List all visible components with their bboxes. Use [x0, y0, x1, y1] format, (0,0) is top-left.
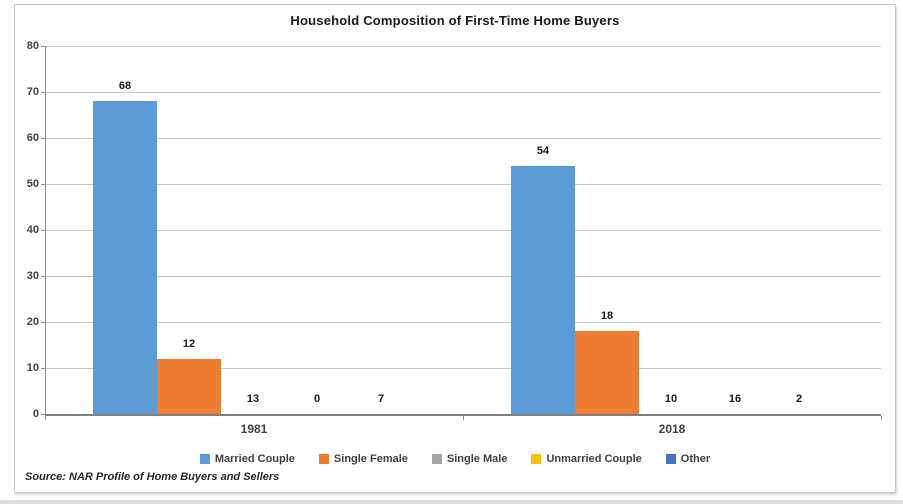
bar-value-2018-single-male: 10 [664, 393, 678, 405]
chart-title: Household Composition of First-Time Home… [290, 13, 620, 28]
legend-label: Single Male [446, 453, 508, 465]
gridline-30 [45, 276, 881, 277]
x-axis-tick-2 [881, 416, 882, 420]
legend-label: Unmarried Couple [546, 453, 642, 465]
source-note: Source: NAR Profile of Home Buyers and S… [25, 471, 280, 483]
y-axis-label-20: 20 [26, 316, 39, 328]
bar-value-2018-married-couple: 54 [536, 145, 550, 157]
gridline-50 [45, 184, 881, 185]
y-axis-tick-20 [41, 322, 45, 323]
gridline-80 [45, 46, 881, 47]
legend-swatch-icon [665, 454, 676, 464]
bar-1981-single-female [157, 359, 221, 414]
category-label-2018: 2018 [658, 422, 686, 436]
bar-value-2018-single-female: 18 [600, 310, 614, 322]
y-axis [45, 46, 46, 414]
x-axis [45, 414, 881, 416]
y-axis-label-60: 60 [26, 132, 39, 144]
bar-value-2018-unmarried-couple: 16 [728, 393, 742, 405]
y-axis-label-30: 30 [26, 270, 39, 282]
y-axis-tick-30 [41, 276, 45, 277]
legend-label: Single Female [333, 453, 408, 465]
legend-item-married-couple: Married Couple [199, 453, 295, 465]
y-axis-tick-50 [41, 184, 45, 185]
legend-swatch-icon [318, 454, 329, 464]
y-axis-label-80: 80 [26, 40, 39, 52]
x-axis-tick-1 [463, 416, 464, 420]
legend-swatch-icon [531, 454, 542, 464]
y-axis-label-10: 10 [26, 362, 39, 374]
gridline-60 [45, 138, 881, 139]
legend-label: Married Couple [214, 453, 295, 465]
bar-value-1981-single-female: 12 [182, 338, 196, 350]
legend-label: Other [680, 453, 711, 465]
legend-item-other: Other [665, 453, 711, 465]
y-axis-tick-0 [41, 414, 45, 415]
chart-frame: Household Composition of First-Time Home… [14, 4, 896, 493]
y-axis-tick-40 [41, 230, 45, 231]
gridline-10 [45, 368, 881, 369]
y-axis-label-40: 40 [26, 224, 39, 236]
legend-swatch-icon [199, 454, 210, 464]
x-axis-tick-0 [45, 416, 46, 420]
legend-item-single-female: Single Female [318, 453, 408, 465]
page-bottom-edge [0, 500, 903, 504]
bar-1981-married-couple [93, 101, 157, 414]
legend-item-unmarried-couple: Unmarried Couple [531, 453, 642, 465]
y-axis-tick-70 [41, 92, 45, 93]
legend: Married Couple Single Female Single Male Un… [15, 451, 895, 467]
y-axis-label-0: 0 [32, 408, 39, 420]
y-axis-tick-60 [41, 138, 45, 139]
bar-value-2018-other: 2 [795, 393, 803, 405]
bar-value-1981-single-male: 13 [246, 393, 260, 405]
bar-value-1981-married-couple: 68 [118, 80, 132, 92]
y-axis-label-70: 70 [26, 86, 39, 98]
y-axis-tick-80 [41, 46, 45, 47]
legend-swatch-icon [431, 454, 442, 464]
bar-2018-single-female [575, 331, 639, 414]
gridline-70 [45, 92, 881, 93]
gridline-20 [45, 322, 881, 323]
bar-2018-married-couple [511, 166, 575, 414]
bar-value-1981-unmarried-couple: 0 [313, 393, 321, 405]
bar-value-1981-other: 7 [377, 393, 385, 405]
gridline-40 [45, 230, 881, 231]
y-axis-tick-10 [41, 368, 45, 369]
category-label-1981: 1981 [240, 422, 268, 436]
y-axis-label-50: 50 [26, 178, 39, 190]
legend-item-single-male: Single Male [431, 453, 508, 465]
